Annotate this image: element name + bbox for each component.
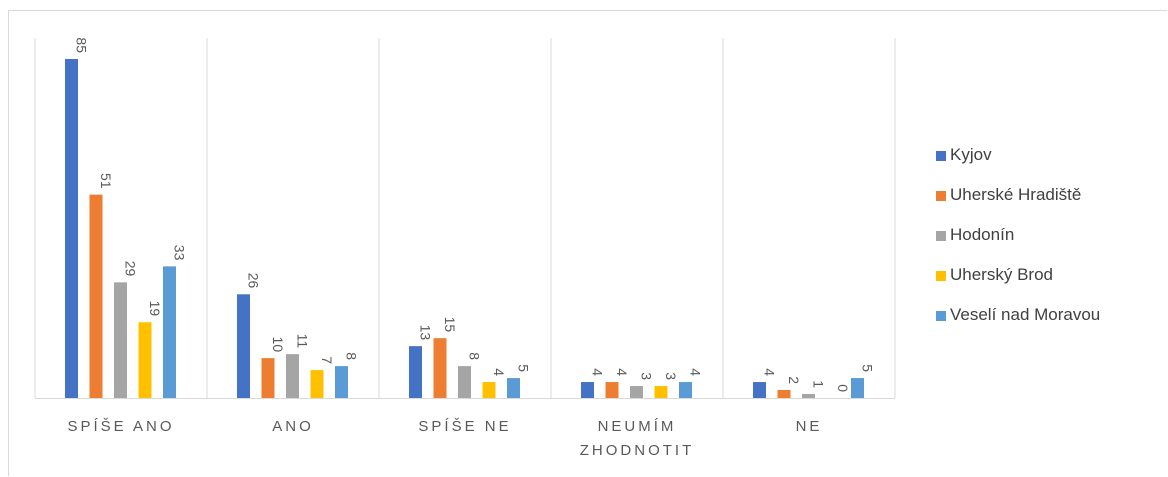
data-label-uhersky-brod-2: 4	[491, 368, 507, 376]
legend-item-uherske-hradiste: Uherské Hradiště	[936, 180, 1164, 220]
category-label-3-line-0: NEUMÍM	[598, 418, 677, 435]
bar-kyjov-0	[65, 59, 78, 398]
category-label-4: NE	[796, 418, 823, 435]
data-label-veseli-nad-moravou-2: 5	[516, 364, 532, 372]
legend-label-uherske-hradiste: Uherské Hradiště	[950, 185, 1082, 204]
chart-frame	[8, 10, 1167, 476]
bar-hodonin-0	[114, 282, 127, 398]
data-label-uhersky-brod-3: 3	[663, 372, 679, 380]
category-label-0: SPÍŠE ANO	[67, 418, 174, 435]
data-label-hodonin-2: 8	[467, 352, 483, 360]
data-label-hodonin-0: 29	[123, 261, 139, 277]
bar-veseli-nad-moravou-0	[163, 266, 176, 398]
data-label-hodonin-1: 11	[295, 334, 311, 349]
bar-uherske-hradiste-1	[261, 358, 275, 398]
data-label-uhersky-brod-4: 0	[835, 384, 851, 392]
category-label-3-line-1: ZHODNOTIT	[580, 442, 695, 459]
bar-uhersky-brod-2	[482, 382, 496, 398]
legend-label-veseli-nad-moravou: Veselí nad Moravou	[950, 305, 1101, 324]
category-label-2: SPÍŠE NE	[418, 418, 511, 435]
data-label-uherske-hradiste-4: 2	[786, 376, 802, 384]
legend-swatch-uhersky-brod	[936, 271, 946, 281]
bar-uhersky-brod-3	[654, 386, 668, 398]
bar-hodonin-4	[802, 394, 815, 398]
bar-veseli-nad-moravou-2	[507, 378, 520, 398]
data-label-uherske-hradiste-0: 51	[98, 173, 114, 189]
data-label-veseli-nad-moravou-1: 8	[344, 352, 360, 360]
data-label-hodonin-4: 1	[811, 380, 827, 388]
bar-kyjov-1	[237, 294, 250, 398]
data-label-kyjov-1: 26	[246, 273, 262, 289]
legend-swatch-uherske-hradiste	[936, 191, 946, 201]
bar-uherske-hradiste-0	[89, 194, 103, 398]
bar-uhersky-brod-0	[138, 322, 152, 398]
bar-kyjov-2	[409, 346, 422, 398]
data-label-uherske-hradiste-1: 10	[270, 337, 286, 353]
legend-swatch-veseli-nad-moravou	[936, 311, 946, 321]
bar-kyjov-4	[753, 382, 766, 398]
category-label-1: ANO	[272, 418, 314, 435]
legend-swatch-hodonin	[936, 231, 946, 241]
bar-veseli-nad-moravou-4	[851, 378, 864, 398]
data-label-kyjov-3: 4	[590, 368, 606, 376]
legend-item-veseli-nad-moravou: Veselí nad Moravou	[936, 300, 1164, 340]
legend-label-hodonin: Hodonín	[950, 225, 1015, 244]
data-label-uherske-hradiste-3: 4	[614, 368, 630, 376]
data-label-veseli-nad-moravou-3: 4	[688, 368, 704, 376]
data-label-uherske-hradiste-2: 15	[442, 317, 458, 333]
data-label-uhersky-brod-0: 19	[147, 301, 163, 317]
data-label-veseli-nad-moravou-4: 5	[860, 364, 876, 372]
bar-uherske-hradiste-2	[433, 338, 447, 398]
data-label-kyjov-0: 85	[74, 37, 90, 53]
legend-label-kyjov: Kyjov	[950, 145, 992, 164]
bar-uherske-hradiste-3	[605, 382, 619, 398]
data-label-hodonin-3: 3	[639, 372, 655, 380]
legend: Kyjov Uherské Hradiště Hodonín Uherský B…	[936, 140, 1164, 340]
bar-uherske-hradiste-4	[777, 390, 791, 398]
legend-item-kyjov: Kyjov	[936, 140, 1164, 180]
bar-hodonin-3	[630, 386, 643, 398]
bar-hodonin-2	[458, 366, 471, 398]
data-label-uhersky-brod-1: 7	[319, 356, 335, 364]
bar-kyjov-3	[581, 382, 594, 398]
legend-item-hodonin: Hodonín	[936, 220, 1164, 260]
data-label-kyjov-4: 4	[762, 368, 778, 376]
data-label-veseli-nad-moravou-0: 33	[172, 245, 188, 261]
bar-veseli-nad-moravou-3	[679, 382, 692, 398]
legend-label-uhersky-brod: Uherský Brod	[950, 265, 1053, 284]
bar-veseli-nad-moravou-1	[335, 366, 348, 398]
legend-item-uhersky-brod: Uherský Brod	[936, 260, 1164, 300]
bar-hodonin-1	[286, 354, 299, 398]
legend-swatch-kyjov	[936, 151, 946, 161]
data-label-kyjov-2: 13	[418, 325, 434, 341]
bar-uhersky-brod-1	[310, 370, 324, 398]
